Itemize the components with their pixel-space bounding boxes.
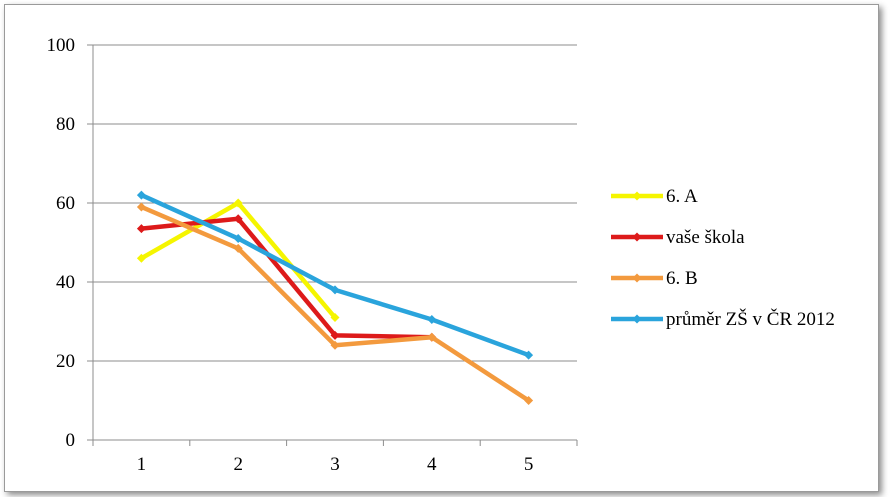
legend-label: průměr ZŠ v ČR 2012 [666, 308, 835, 330]
y-tick-label: 0 [66, 430, 76, 451]
data-point [233, 234, 243, 244]
data-point [330, 313, 340, 323]
series-4 [136, 190, 534, 360]
data-point [233, 214, 243, 224]
data-point [136, 202, 146, 212]
series-lines [136, 190, 534, 405]
x-tick-label: 3 [330, 454, 340, 475]
chart-frame: 0 20 40 60 80 100 1 2 3 4 5 6. A vaše škola 6. B prů… [4, 4, 879, 492]
legend-marker [632, 314, 642, 324]
series-line [139, 216, 435, 340]
gridlines [93, 44, 577, 362]
line-chart: 0 20 40 60 80 100 1 2 3 4 5 6. A vaše škola 6. B prů… [47, 35, 835, 475]
legend-marker [632, 273, 642, 283]
y-tick-labels: 0 20 40 60 80 100 [47, 35, 76, 451]
legend-label: 6. A [666, 186, 698, 207]
data-point [233, 243, 243, 253]
x-tick-label: 5 [524, 454, 534, 475]
series-1 [136, 198, 340, 323]
legend-item-4: průměr ZŠ v ČR 2012 [611, 308, 835, 330]
y-tick-label: 20 [56, 351, 75, 372]
legend-item-3: 6. B [611, 268, 698, 289]
data-point [136, 190, 146, 200]
legend-label: 6. B [666, 268, 698, 289]
data-point [330, 340, 340, 350]
y-tick-label: 100 [47, 35, 76, 56]
legend-item-1: 6. A [611, 186, 698, 207]
y-tick-label: 60 [56, 193, 75, 214]
data-point [427, 315, 437, 325]
x-tick-label: 1 [137, 454, 147, 475]
y-tick-label: 40 [56, 272, 75, 293]
x-tick-label: 2 [233, 454, 243, 475]
x-tick-label: 4 [427, 454, 437, 475]
data-point [136, 224, 146, 234]
data-point [233, 198, 243, 208]
x-tick-labels: 1 2 3 4 5 [137, 454, 534, 475]
data-point [427, 332, 437, 342]
data-point [330, 285, 340, 295]
data-point [524, 350, 534, 360]
axes [87, 44, 578, 446]
legend-item-2: vaše škola [611, 227, 745, 248]
legend-marker [632, 232, 642, 242]
series-3 [136, 202, 534, 405]
y-tick-label: 80 [56, 114, 75, 135]
series-line [139, 204, 531, 403]
legend: 6. A vaše škola 6. B průměr ZŠ v ČR 2012 [611, 186, 835, 330]
data-point [330, 330, 340, 340]
legend-label: vaše škola [666, 227, 745, 248]
data-point [524, 396, 534, 405]
legend-marker [632, 191, 642, 201]
